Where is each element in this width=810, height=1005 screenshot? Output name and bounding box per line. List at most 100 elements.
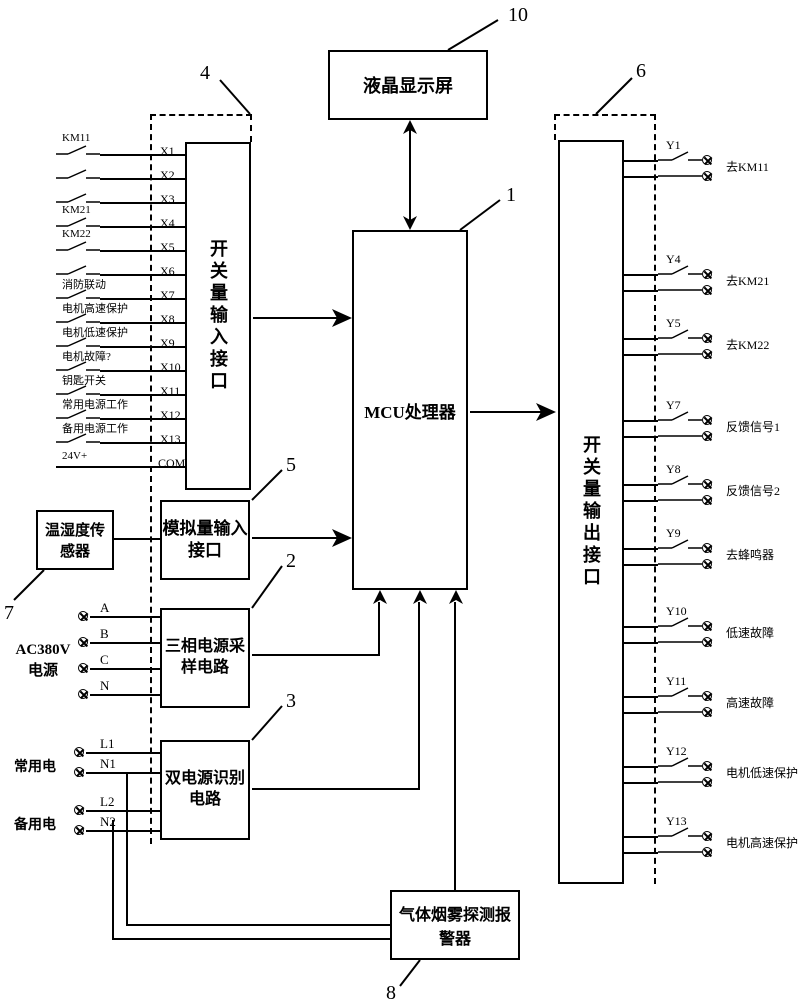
output-label: 电机高速保护 [726,834,798,851]
relay-icon [658,476,702,506]
terminal-icon [702,431,712,441]
relay-icon [658,618,702,648]
power-line: N2 [100,814,116,830]
power-group: 常用电 [14,756,56,776]
relay-icon [658,266,702,296]
phase-label: B [100,626,109,642]
output-label: 低速故障 [726,624,774,641]
terminal-icon [702,847,712,857]
input-x: X1 [160,144,175,159]
terminal-icon [702,831,712,841]
callout-10: 10 [508,4,528,27]
phase3-label: 三相电源采样电路 [162,637,248,679]
din-block: 开关量输入接口 [185,142,251,490]
input-x: X11 [160,384,180,399]
output-y: Y1 [666,138,681,153]
input-x: X13 [160,432,181,447]
din-label: 开关量输入接口 [205,239,231,393]
terminal-icon [78,637,88,647]
input-x: X8 [160,312,175,327]
terminal-icon [702,543,712,553]
phase-label: C [100,652,109,668]
output-y: Y13 [666,814,687,829]
power-line: L2 [100,794,114,810]
output-y: Y5 [666,316,681,331]
output-label: 高速故障 [726,694,774,711]
output-label: 去KM21 [726,272,769,289]
smoke-label: 气体烟雾探测报警器 [392,901,518,949]
relay-icon [658,330,702,360]
callout-5: 5 [286,454,296,477]
arrow-mcu-dout [470,400,556,424]
input-x: X12 [160,408,181,423]
relay-icon [658,828,702,858]
callout-4-line [220,80,270,120]
phase-label: A [100,600,109,616]
callout-3: 3 [286,690,296,713]
dualpwr-label: 双电源识别电路 [162,769,248,811]
terminal-icon [702,269,712,279]
callout-6: 6 [636,60,646,83]
relay-icon [658,688,702,718]
input-x: X9 [160,336,175,351]
switch-icon [56,168,100,182]
output-y: Y9 [666,526,681,541]
terminal-icon [702,333,712,343]
input-x: X10 [160,360,181,375]
output-label: 反馈信号1 [726,418,780,435]
input-x: X7 [160,288,175,303]
input-label: 电机高速保护 [62,300,128,316]
terminal-icon [702,349,712,359]
output-y: Y4 [666,252,681,267]
terminal-icon [74,747,84,757]
smoke-block: 气体烟雾探测报警器 [390,890,520,960]
temp-block: 温湿度传感器 [36,510,114,570]
input-label: 备用电源工作 [62,420,128,436]
phase3-block: 三相电源采样电路 [160,608,250,708]
terminal-icon [702,155,712,165]
terminal-icon [702,637,712,647]
terminal-icon [702,707,712,717]
callout-8-line [400,960,440,990]
terminal-icon [702,415,712,425]
callout-6-line [596,78,646,118]
terminal-icon [74,805,84,815]
callout-2-line [252,566,302,616]
ac380-label: AC380V 电源 [8,640,78,682]
input-label: 消防联动 [62,276,106,292]
input-x: X3 [160,192,175,207]
input-label: KM22 [62,228,91,240]
terminal-icon [78,611,88,621]
dout-label: 开关量输出接口 [578,435,604,589]
relay-icon [658,540,702,570]
switch-icon [56,240,100,254]
output-y: Y7 [666,398,681,413]
ain-block: 模拟量输入接口 [160,500,250,580]
input-label: 电机故障? [62,348,111,364]
relay-icon [658,758,702,788]
input-x: X5 [160,240,175,255]
ain-label: 模拟量输入接口 [162,518,248,562]
callout-1: 1 [506,184,516,207]
input-label: KM21 [62,204,91,216]
output-label: 反馈信号2 [726,482,780,499]
input-label: 24V+ [62,450,87,462]
lcd-block: 液晶显示屏 [328,50,488,120]
switch-icon [56,144,100,158]
terminal-icon [702,285,712,295]
input-label: 电机低速保护 [62,324,128,340]
temp-label: 温湿度传感器 [38,519,112,561]
arrow-ain-mcu [252,526,352,550]
arrow-din-mcu [253,306,352,330]
input-x: X4 [160,216,175,231]
terminal-icon [702,761,712,771]
power-line: L1 [100,736,114,752]
relay-icon [658,412,702,442]
terminal-icon [702,559,712,569]
phase-label: N [100,678,109,694]
input-x: X2 [160,168,175,183]
output-label: 去蜂鸣器 [726,546,774,563]
callout-7: 7 [4,602,14,625]
relay-icon [658,152,702,182]
mcu-label: MCU处理器 [364,398,456,423]
